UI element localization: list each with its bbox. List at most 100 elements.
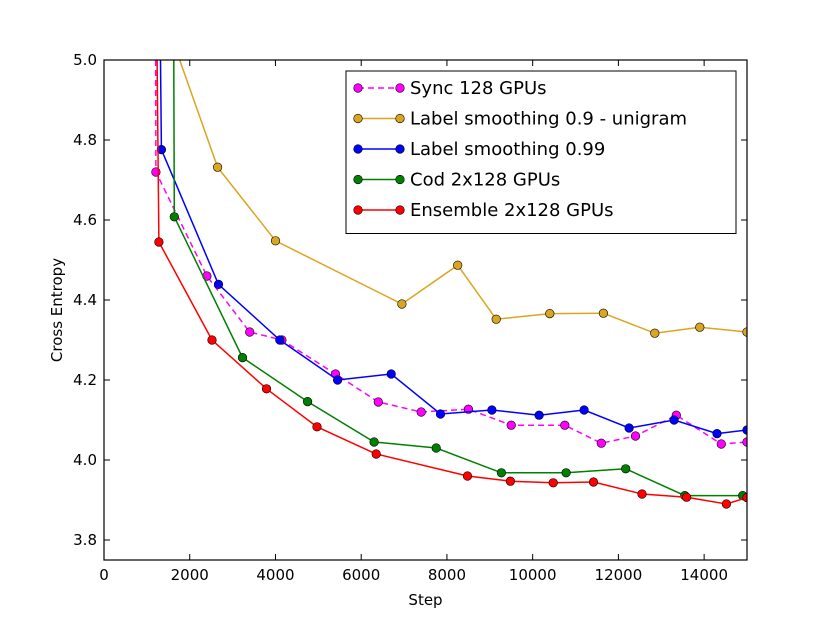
data-point — [275, 335, 285, 345]
x-tick-label: 12000 — [595, 566, 643, 584]
data-point — [435, 409, 446, 419]
data-point — [695, 322, 705, 332]
legend-marker — [395, 113, 405, 124]
data-point — [598, 308, 609, 318]
data-point — [742, 437, 747, 447]
data-point — [716, 439, 726, 449]
data-point — [506, 420, 516, 430]
data-point — [621, 464, 631, 474]
data-point — [416, 407, 426, 417]
series-layer — [151, 60, 747, 509]
data-point — [312, 422, 322, 432]
data-point — [742, 493, 747, 503]
legend-label: Cod 2x128 GPUs — [410, 170, 560, 191]
data-point — [462, 471, 473, 481]
data-point — [630, 431, 641, 441]
data-point — [333, 375, 343, 385]
data-point — [742, 425, 747, 435]
series-2 — [178, 60, 747, 338]
legend-item: Sync 128 GPUs — [353, 78, 547, 99]
series-line — [154, 60, 747, 445]
y-tick-label: 4.2 — [73, 371, 97, 389]
data-point — [169, 212, 179, 222]
data-point — [386, 369, 396, 379]
x-tick-label: 2000 — [171, 566, 209, 584]
legend-label: Ensemble 2x128 GPUs — [410, 200, 614, 221]
y-tick-label: 3.8 — [73, 531, 97, 549]
series-line — [159, 60, 747, 435]
legend-marker — [395, 144, 405, 154]
data-point — [487, 405, 497, 415]
series-5 — [154, 60, 747, 509]
y-axis-title: Cross Entropy — [48, 258, 66, 362]
y-tick-label: 4.6 — [73, 211, 97, 229]
legend-marker — [353, 83, 363, 93]
legend-item: Label smoothing 0.99 — [353, 139, 605, 160]
x-tick-label: 14000 — [680, 566, 728, 584]
data-point — [213, 162, 223, 172]
series-3 — [156, 60, 747, 439]
data-point — [496, 468, 507, 478]
data-point — [560, 420, 570, 430]
data-point — [561, 468, 571, 478]
legend-marker — [395, 174, 405, 185]
data-point — [669, 415, 679, 425]
data-point — [505, 476, 516, 486]
x-tick-label: 8000 — [428, 566, 466, 584]
legend-item: Label smoothing 0.9 - unigram — [353, 109, 687, 130]
x-tick-label: 4000 — [256, 566, 294, 584]
data-point — [650, 328, 660, 338]
data-point — [245, 327, 255, 337]
data-point — [579, 405, 589, 415]
legend-item: Cod 2x128 GPUs — [353, 170, 560, 191]
data-point — [237, 353, 248, 363]
y-tick-label: 4.4 — [73, 291, 97, 309]
legend-marker — [353, 205, 363, 215]
data-point — [534, 410, 544, 420]
data-point — [431, 443, 441, 453]
data-point — [742, 327, 747, 337]
y-tick-label: 4.8 — [73, 131, 97, 149]
legend-label: Label smoothing 0.9 - unigram — [410, 109, 687, 130]
data-point — [207, 335, 217, 345]
legend: Sync 128 GPUs Label smoothing 0.9 - unigr… — [345, 70, 737, 234]
data-point — [548, 478, 558, 488]
legend-marker — [353, 174, 363, 185]
x-axis-title: Step — [408, 591, 442, 609]
legend-marker — [395, 205, 405, 215]
legend-label: Label smoothing 0.99 — [410, 139, 605, 160]
plot-frame — [103, 59, 748, 561]
data-point — [681, 492, 692, 502]
data-point — [369, 437, 379, 447]
data-point — [588, 477, 599, 487]
data-point — [624, 423, 634, 433]
data-point — [596, 438, 606, 448]
data-point — [156, 145, 166, 155]
legend-item: Ensemble 2x128 GPUs — [353, 200, 614, 221]
legend-label: Sync 128 GPUs — [410, 78, 547, 99]
data-point — [270, 236, 281, 246]
data-point — [303, 397, 313, 407]
legend-marker — [395, 83, 405, 93]
data-point — [491, 314, 501, 324]
data-point — [545, 309, 555, 319]
legend-marker — [353, 113, 363, 124]
data-point — [213, 279, 224, 290]
data-point — [154, 237, 164, 247]
data-point — [712, 429, 722, 439]
series-line — [156, 60, 747, 505]
ticks-layer: 0 2000 4000 6000 8000 10000 12000 14000 3.8 4.0 4.… — [73, 51, 747, 584]
data-point — [721, 499, 732, 509]
legend-box — [345, 70, 737, 234]
y-tick-label: 5.0 — [73, 51, 97, 69]
y-tick-label: 4.0 — [73, 451, 97, 469]
data-point — [453, 260, 463, 270]
data-point — [373, 397, 383, 407]
data-point — [397, 299, 407, 309]
x-tick-label: 0 — [99, 566, 109, 584]
x-tick-label: 10000 — [509, 566, 557, 584]
data-point — [637, 489, 647, 499]
legend-marker — [353, 144, 363, 154]
x-tick-label: 6000 — [342, 566, 380, 584]
